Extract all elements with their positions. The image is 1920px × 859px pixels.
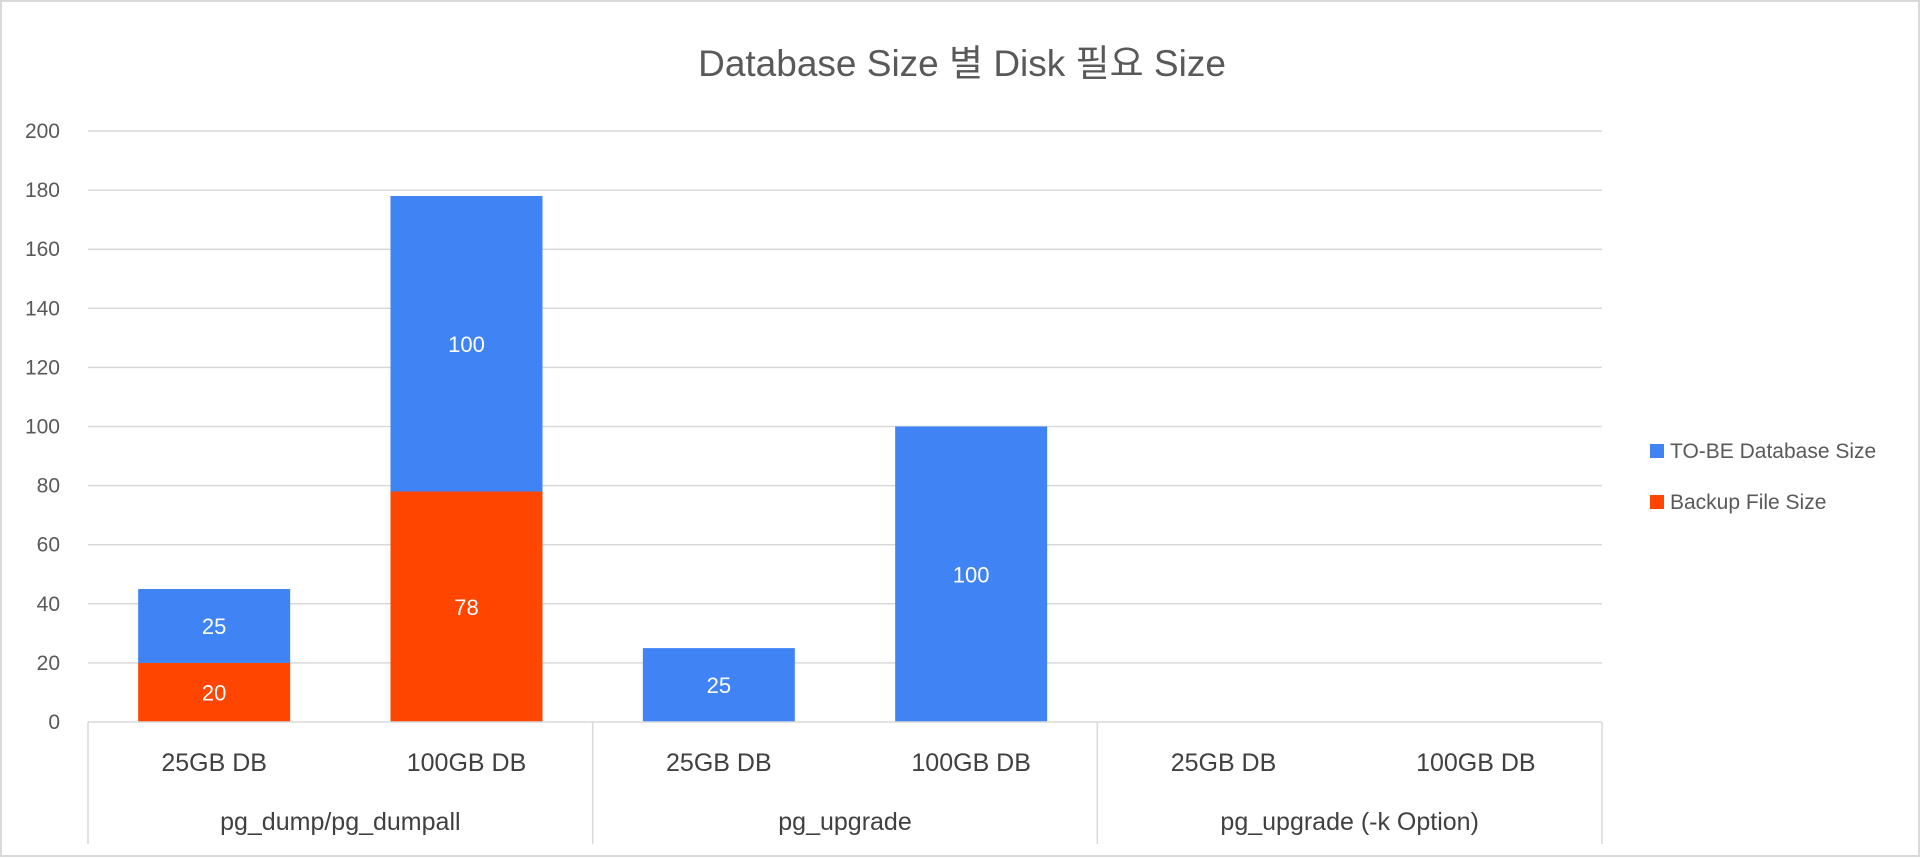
x-tick-label: 25GB DB — [161, 749, 267, 777]
legend-label: TO-BE Database Size — [1670, 440, 1876, 463]
y-tick-label: 160 — [25, 238, 60, 261]
x-tick-label: 100GB DB — [407, 749, 527, 777]
data-label: 100 — [448, 332, 485, 357]
legend-swatch — [1650, 495, 1664, 509]
y-tick-label: 60 — [37, 534, 60, 557]
y-tick-label: 200 — [25, 120, 60, 143]
x-group-label: pg_upgrade — [778, 808, 911, 836]
data-label: 20 — [202, 680, 226, 705]
data-label: 78 — [454, 595, 478, 620]
bar-backup-file-size — [138, 662, 291, 722]
y-tick-label: 140 — [25, 297, 60, 320]
bar-to-be-database-size — [642, 648, 795, 722]
x-group-label: pg_dump/pg_dumpall — [220, 808, 460, 836]
axes: 0 20 40 60 80 100 120 140 160 180 200 25GB DB 100GB … — [25, 120, 1603, 844]
data-label: 25 — [202, 614, 226, 639]
bars: 2025781000250100 — [138, 196, 1048, 735]
x-tick-label: 25GB DB — [666, 749, 772, 777]
legend-swatch — [1650, 444, 1664, 458]
y-tick-label: 180 — [25, 179, 60, 202]
bar-to-be-database-size — [895, 426, 1048, 722]
legend-label: Backup File Size — [1670, 491, 1826, 514]
bar-backup-file-size — [390, 491, 543, 722]
data-label: 100 — [953, 562, 990, 587]
y-tick-label: 0 — [48, 711, 60, 734]
y-tick-label: 20 — [37, 652, 60, 675]
x-tick-label: 100GB DB — [1416, 749, 1536, 777]
data-label: 25 — [707, 673, 731, 698]
x-tick-label: 25GB DB — [1171, 749, 1277, 777]
chart-title: Database Size 별 Disk 필요 Size — [698, 43, 1226, 84]
y-tick-label: 120 — [25, 356, 60, 379]
gridlines — [88, 130, 1602, 664]
y-tick-label: 40 — [37, 593, 60, 616]
y-tick-label: 80 — [37, 475, 60, 498]
bar-to-be-database-size — [390, 196, 543, 492]
y-tick-label: 100 — [25, 416, 60, 439]
legend: TO-BE Database Size Backup File Size — [1650, 440, 1876, 514]
x-tick-label: 100GB DB — [911, 749, 1031, 777]
bar-to-be-database-size — [138, 589, 291, 663]
x-group-label: pg_upgrade (-k Option) — [1220, 808, 1478, 836]
